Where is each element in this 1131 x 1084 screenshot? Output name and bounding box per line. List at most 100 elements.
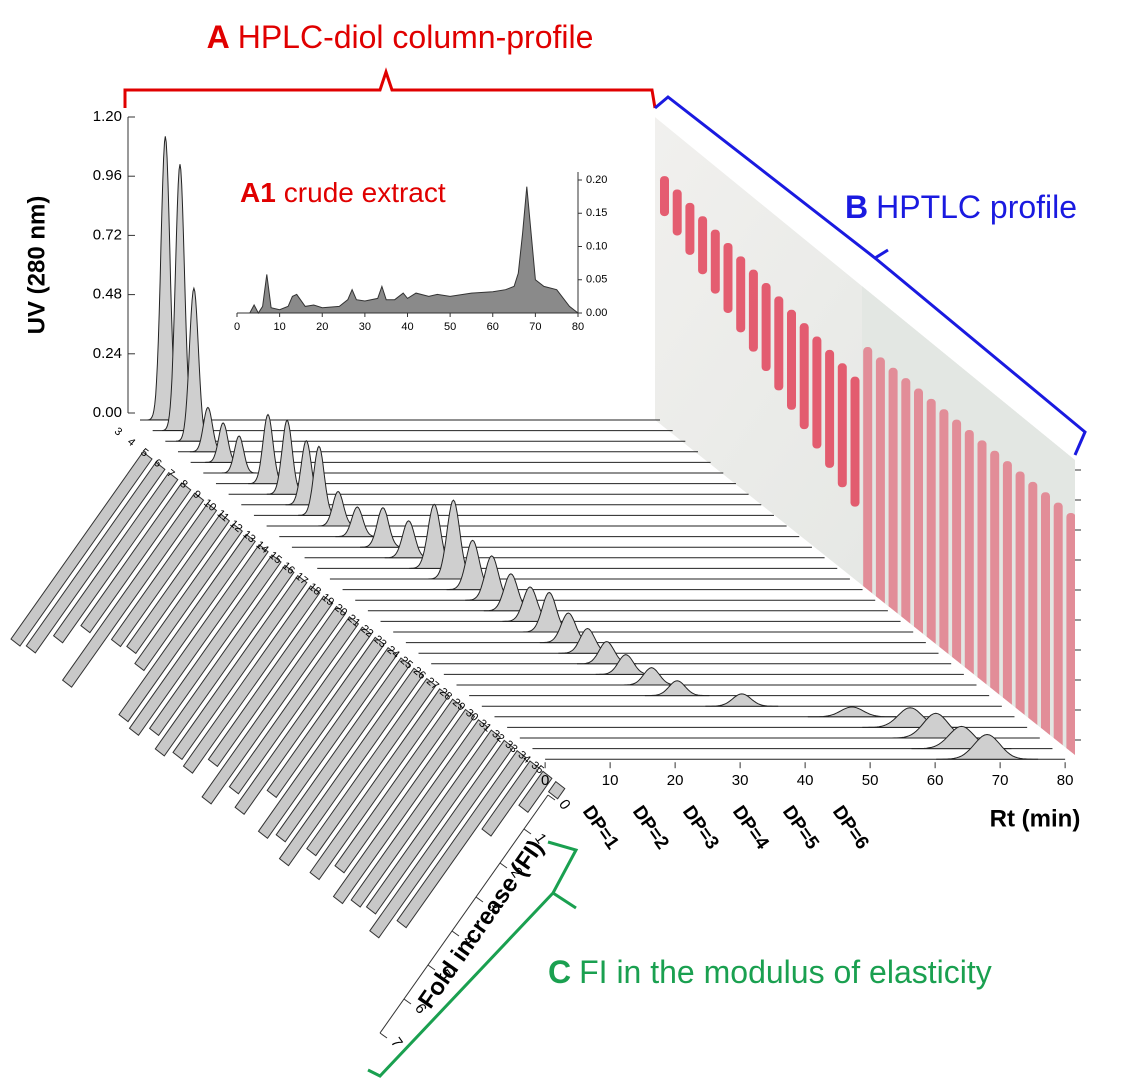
hptlc-lane (850, 376, 860, 507)
hptlc-lane (914, 388, 923, 699)
y-tick-label: 0.00 (93, 404, 122, 421)
inset-x-tick-label: 70 (529, 321, 541, 333)
bracket-b (654, 95, 1087, 456)
fi-bar (118, 533, 256, 723)
chromatogram-peak (644, 680, 710, 697)
fi-bar (234, 626, 372, 816)
fi-bar (201, 605, 347, 805)
dp-label: DP=6 (828, 802, 873, 853)
hptlc-lane (710, 229, 720, 294)
dp-label: DP=5 (778, 802, 823, 854)
hptlc-lane (1015, 471, 1025, 755)
hptlc-lane (736, 256, 746, 333)
y-tick-label: 0.48 (93, 286, 122, 303)
title-a: A HPLC-diol column-profile (207, 19, 594, 55)
hptlc-lane (761, 283, 771, 372)
dp-label: DP=2 (628, 802, 673, 853)
y-tick-label: 0.72 (93, 226, 122, 243)
hptlc-lane (799, 323, 809, 430)
inset-area (237, 186, 580, 314)
title-a1: A1 crude extract (240, 177, 446, 208)
hptlc-lane (1028, 481, 1038, 755)
hptlc-lane (1053, 502, 1063, 755)
inset-y-tick-label: 0.05 (586, 274, 607, 286)
x-tick-label: 0 (541, 772, 549, 789)
fraction-label: 4 (125, 436, 137, 449)
hptlc-lane (926, 398, 936, 713)
hptlc-lane (863, 347, 873, 642)
dp-label: DP=3 (678, 802, 723, 853)
chromatogram-peak (360, 507, 406, 548)
fi-tick (523, 828, 532, 835)
chromatogram-peak (220, 435, 258, 474)
fi-bar (182, 585, 321, 774)
fi-tick (379, 1032, 388, 1039)
fi-bar (154, 564, 295, 757)
inset-x-tick-label: 40 (401, 321, 413, 333)
hptlc-lane (990, 450, 1000, 755)
fi-bar (481, 760, 540, 837)
fi-bar (110, 502, 218, 648)
fi-tick (427, 964, 436, 971)
chromatogram-peak (936, 733, 1039, 760)
fi-bar (365, 729, 501, 915)
fi-bar (148, 554, 282, 737)
hptlc-lane (964, 430, 974, 755)
x-tick-label: 30 (732, 772, 749, 789)
x-tick-label: 60 (927, 772, 944, 789)
fi-bar (172, 574, 308, 761)
fi-bar (547, 780, 566, 800)
fi-axis (379, 794, 549, 1034)
panel-title: HPTLC profile (876, 189, 1077, 225)
hptlc-lane (685, 202, 695, 255)
fi-bar (128, 543, 269, 737)
fi-bar (278, 667, 424, 867)
hptlc-lane (748, 269, 758, 352)
dp-label: DP=4 (728, 802, 773, 854)
fi-bar (396, 749, 527, 929)
fi-bar (126, 513, 231, 655)
fi-bar (207, 595, 334, 768)
fi-bar (257, 646, 398, 840)
inset-y-tick-label: 0.10 (586, 240, 607, 252)
y-axis-title: UV (280 nm) (23, 196, 50, 335)
fi-bar (52, 471, 179, 644)
hptlc-lane (977, 440, 987, 755)
plate-second (862, 286, 1075, 755)
fi-tick (451, 930, 460, 937)
chromatogram-peak (705, 693, 779, 707)
x-tick-label: 20 (667, 772, 684, 789)
title-b: B HPTLC profile (845, 189, 1077, 225)
hptlc-lane (698, 216, 708, 275)
hptlc-lane (901, 378, 911, 685)
fi-tick-label: 6 (411, 1000, 430, 1017)
inset-x-tick-label: 10 (274, 321, 286, 333)
hptlc-lane (774, 296, 784, 391)
bracket-c (367, 840, 579, 1078)
fi-bar (61, 492, 205, 688)
fi-bar (518, 770, 553, 814)
title-c: C FI in the modulus of elasticity (548, 954, 992, 990)
panel-title: crude extract (284, 177, 446, 208)
fi-bar (275, 657, 411, 843)
hptlc-plate (655, 117, 1075, 755)
x-tick-label: 10 (602, 772, 619, 789)
fi-bar (306, 677, 437, 857)
inset-x-tick-label: 0 (234, 321, 240, 333)
hptlc-lane (787, 309, 796, 410)
fi-tick (475, 896, 484, 903)
fi-bar (80, 482, 192, 634)
fi-bar (134, 523, 243, 672)
fi-tick (403, 998, 412, 1005)
inset-x-tick-label: 20 (316, 321, 328, 333)
hptlc-lane (660, 176, 669, 217)
x-tick-label: 40 (797, 772, 814, 789)
fi-bar (332, 708, 476, 905)
fi-bar (369, 739, 514, 939)
fi-tick (547, 794, 556, 801)
inset-y-tick-label: 0.20 (586, 174, 607, 186)
hptlc-lane (837, 363, 847, 488)
fi-bar (10, 451, 153, 647)
fi-tick (499, 862, 508, 869)
